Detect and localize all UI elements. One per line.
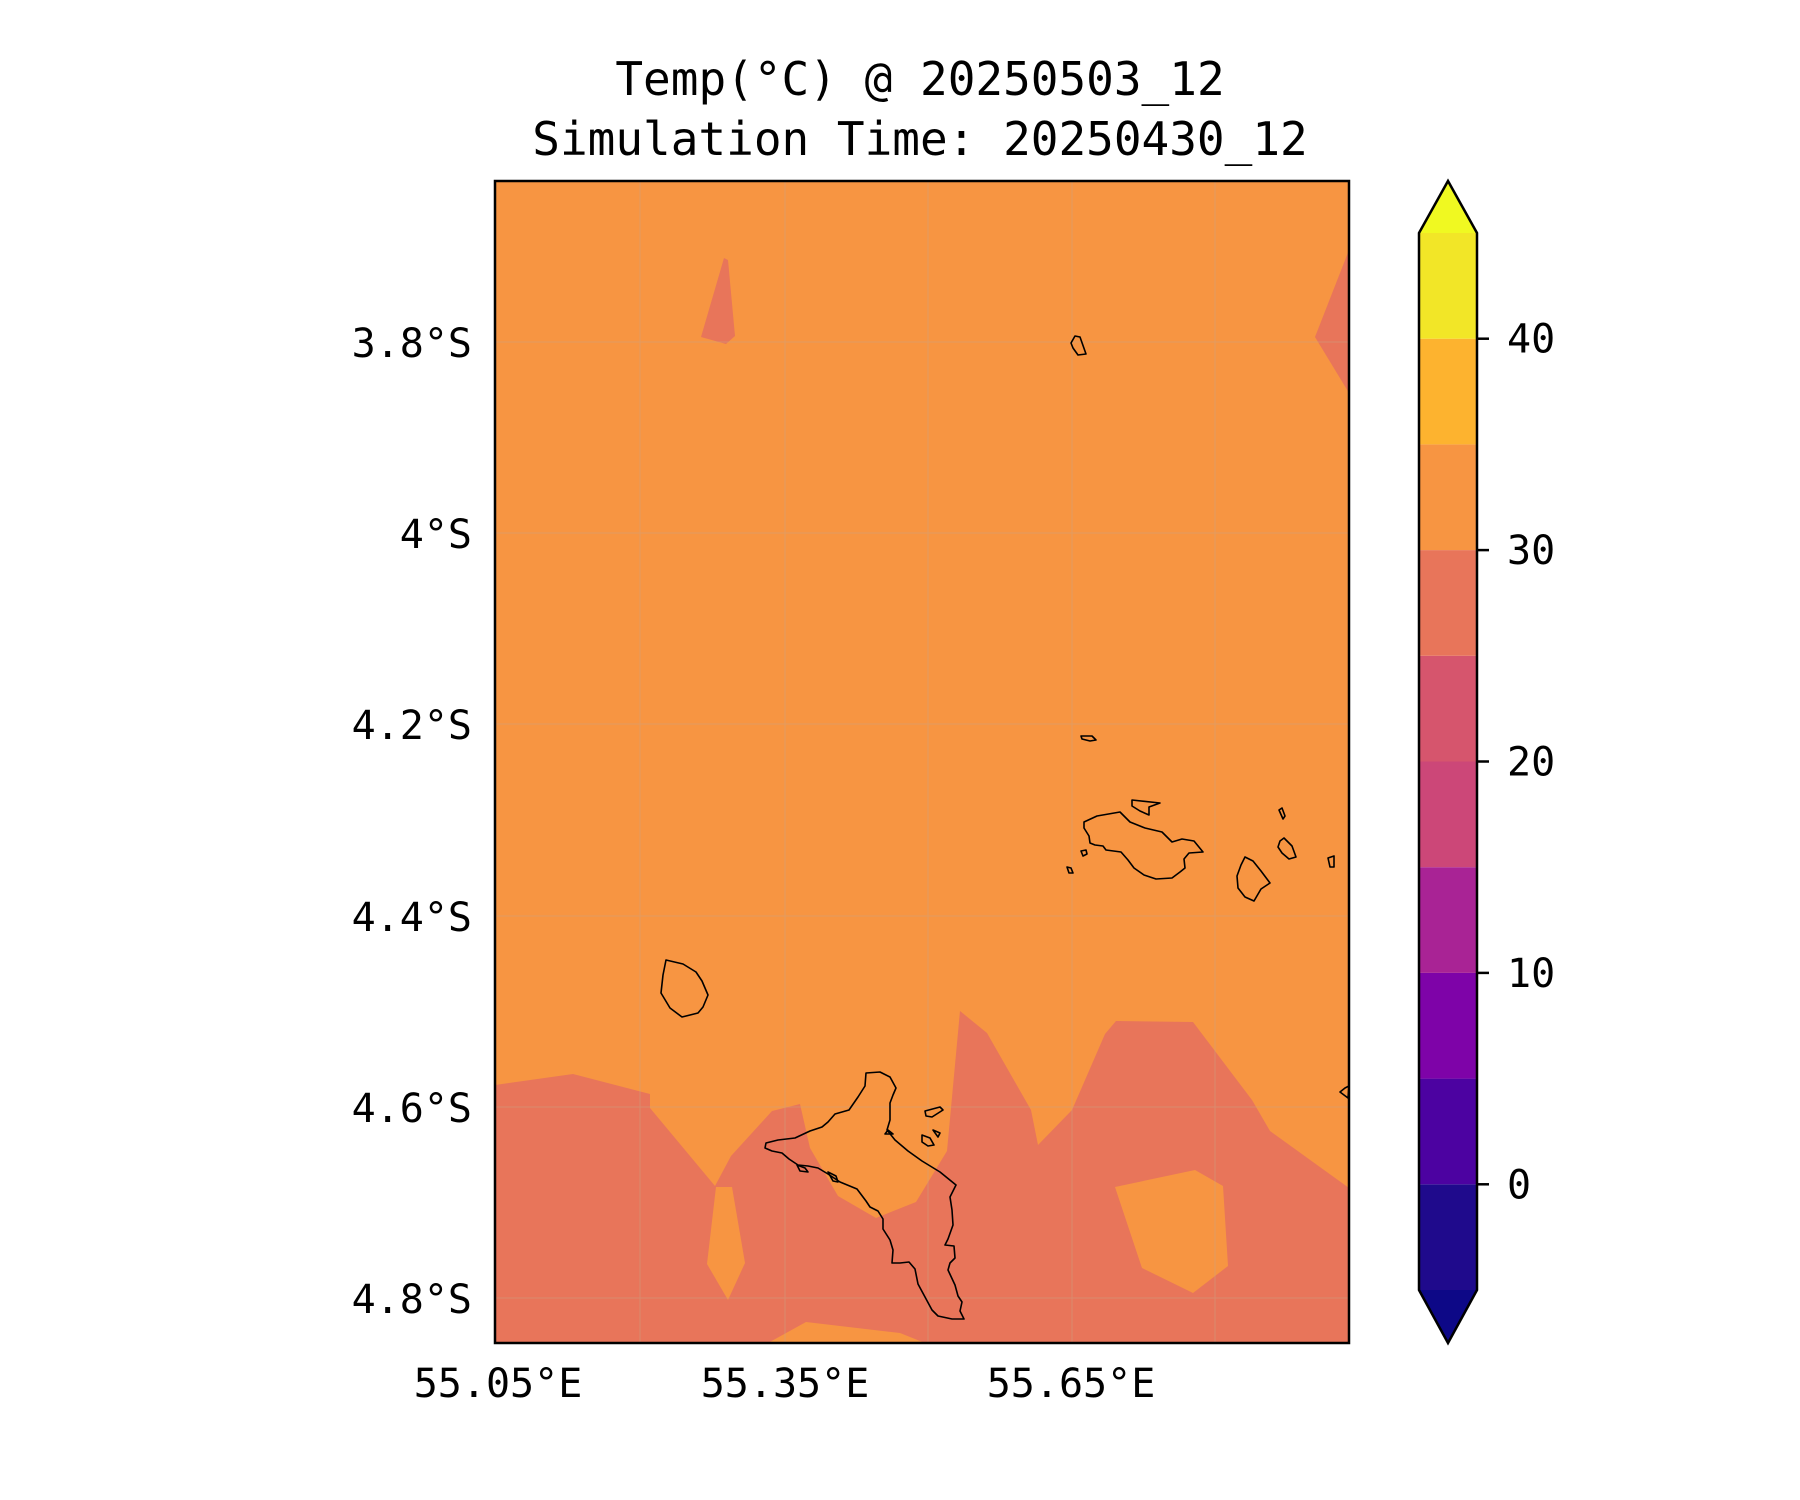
colorbar-extend-max — [1419, 181, 1477, 233]
islet — [1080, 849, 1088, 857]
islet — [1066, 866, 1074, 874]
islet — [921, 1134, 935, 1147]
islet — [932, 1129, 941, 1138]
temp-region-25-30-patch — [701, 258, 735, 344]
islet — [1080, 735, 1097, 742]
chart-subtitle: Simulation Time: 20250430_12 — [532, 112, 1308, 166]
colorbar-band — [1419, 761, 1477, 868]
lat-tick-label: 4°S — [400, 512, 472, 558]
islet — [796, 1164, 809, 1173]
islet-ste-anne — [924, 1106, 944, 1118]
lon-tick-label: 55.35°E — [701, 1361, 870, 1407]
coastlines — [660, 335, 1349, 1320]
colorbar-band — [1419, 972, 1477, 1079]
temp-region-25-30-patch — [1315, 250, 1349, 393]
island-felicite — [1277, 837, 1297, 860]
lat-tick-label: 3.8°S — [352, 321, 472, 367]
islet — [1327, 855, 1335, 868]
lon-tick-label: 55.05°E — [414, 1361, 583, 1407]
colorbar-band — [1419, 338, 1477, 445]
chart-title: Temp(°C) @ 20250503_12 — [615, 52, 1225, 106]
island-mahe — [764, 1071, 965, 1320]
colorbar-tick-label: 20 — [1507, 740, 1555, 786]
temperature-field — [495, 181, 1349, 1343]
island-curieuse — [1131, 799, 1161, 816]
lat-axis: 3.8°S 4°S 4.2°S 4.4°S 4.6°S 4.8°S — [352, 321, 472, 1323]
colorbar-outline — [1417, 178, 1479, 1346]
map-frame — [493, 179, 1351, 1345]
temp-region-30-35-pocket — [707, 1187, 745, 1300]
colorbar-band — [1419, 550, 1477, 656]
island-praslin — [1083, 811, 1204, 880]
colorbar-band — [1419, 233, 1477, 339]
island-la-digue — [1236, 856, 1271, 902]
lon-axis: 55.05°E 55.35°E 55.65°E — [414, 1361, 1156, 1407]
lon-tick-label: 55.65°E — [987, 1361, 1156, 1407]
temp-region-30-35-pocket — [1115, 1170, 1228, 1293]
gridlines — [495, 181, 1349, 1343]
colorbar-tick-label: 40 — [1507, 317, 1555, 363]
colorbar-band — [1419, 655, 1477, 762]
colorbar-band — [1419, 444, 1477, 551]
lat-tick-label: 4.2°S — [352, 703, 472, 749]
islet — [884, 1129, 894, 1135]
colorbar-band — [1419, 1078, 1477, 1185]
colorbar-band — [1419, 867, 1477, 973]
colorbar-extend-min — [1419, 1290, 1477, 1343]
lat-tick-label: 4.4°S — [352, 895, 472, 941]
islet-bird-island — [1070, 335, 1087, 356]
islet — [1278, 807, 1286, 820]
lat-tick-label: 4.8°S — [352, 1277, 472, 1323]
island-silhouette — [660, 959, 709, 1018]
colorbar-tick-label: 10 — [1507, 951, 1555, 997]
colorbar-band — [1419, 1184, 1477, 1290]
colorbar-tick-label: 30 — [1507, 528, 1555, 574]
colorbar: 0 10 20 30 40 — [1417, 178, 1555, 1346]
lat-tick-label: 4.6°S — [352, 1086, 472, 1132]
colorbar-tick-label: 0 — [1507, 1162, 1531, 1208]
islet — [827, 1171, 839, 1183]
